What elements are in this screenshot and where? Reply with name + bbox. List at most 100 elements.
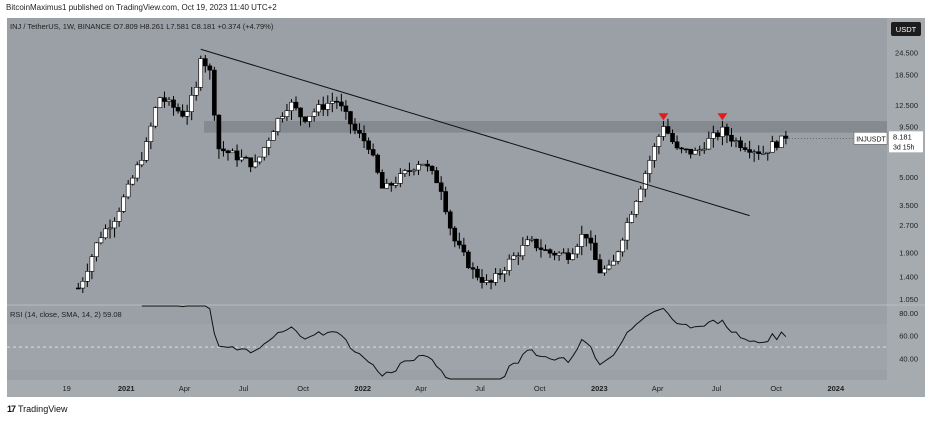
tradingview-footer: 17 TradingView [7,404,68,414]
candle-body [475,268,480,278]
time-tick-label: 2021 [118,384,135,393]
candle-body [293,101,299,109]
candle-body [393,183,399,186]
candle-body [207,65,213,71]
candle-body [547,249,553,254]
candle-body [593,242,598,260]
price-chart[interactable]: 24.50018.50012.5009.5007.2505.0003.5002.… [7,18,925,397]
candle-body [144,141,149,161]
time-tick-label: 2022 [354,384,371,393]
chart-area[interactable]: 24.50018.50012.5009.5007.2505.0003.5002.… [7,18,925,397]
candle-body [679,147,684,150]
candle-body [157,97,163,108]
candle-body [624,222,630,241]
candle-body [443,191,449,213]
rsi-line [141,305,787,380]
time-tick-label: Jul [239,384,249,393]
candle-body [774,141,780,148]
candle-body [130,177,136,185]
time-tick-label: 2024 [827,384,845,393]
candle-body [742,147,748,150]
candle-body [121,196,126,212]
candle-body [407,170,412,172]
candle-body [153,107,158,127]
candle-body [379,172,385,189]
chart-title: INJ / TetherUS, 1W, BINANCE O7.809 H8.26… [10,22,274,31]
candle-body [352,123,358,131]
candle-body [642,173,648,190]
candle-body [597,259,603,274]
candle-body [280,116,285,119]
candle-body [538,247,544,250]
candle-body [711,132,716,139]
candle-body [574,246,580,255]
candle-body [302,116,308,122]
candle-body [361,132,367,142]
candle-body [611,260,616,266]
candle-body [647,160,653,174]
currency-badge [891,22,921,36]
ohlc-values: O7.809 H8.261 L7.581 C8.181 +0.374 (+4.7… [113,22,274,31]
candle-body [670,133,675,143]
rsi-tick-label: 80.00 [899,309,918,318]
time-tick-label: Jul [475,384,485,393]
candle-body [484,280,489,283]
last-price-badge [889,131,923,153]
candle-body [252,161,258,168]
candle-body [411,169,417,172]
candle-body [683,148,689,151]
resistance-rejection-marker [717,113,728,121]
candle-body [416,164,421,171]
candle-body [760,152,766,155]
candle-body [738,140,743,148]
candle-body [570,253,576,260]
candle-body [189,94,194,112]
symbol-badge [853,132,888,145]
candle-body [339,101,344,107]
candle-body [765,151,771,154]
time-tick-label: Apr [415,384,427,393]
candle-body [334,100,340,103]
candle-body [112,221,117,229]
candle-body [661,126,666,137]
rsi-value: 59.08 [103,310,122,319]
candle-body [556,252,562,256]
candle-body [457,240,462,246]
candle-body [311,111,317,117]
candle-body [756,151,761,155]
candle-body [230,150,235,154]
candle-body [330,100,335,104]
candle-body [720,126,725,137]
candle-body [175,107,181,112]
candle-body [733,140,739,143]
candle-body [103,228,108,239]
candle-body [638,188,644,202]
candle-body [479,277,485,283]
candle-body [751,151,757,154]
candle-body [511,255,517,260]
candle-body [402,170,408,174]
candle-body [261,147,267,158]
candle-body [275,118,281,132]
candle-body [665,126,671,134]
price-tick-label: 1.400 [899,273,918,282]
candle-body [724,126,730,136]
candle-body [289,101,294,112]
candle-body [107,227,113,230]
descending-trendline [200,48,750,217]
candle-body [438,182,444,192]
candle-body [588,237,594,244]
candle-body [525,239,530,246]
candle-body [85,271,90,282]
candle-body [779,135,784,148]
candle-body [420,163,426,166]
candle-body [243,156,249,159]
footer-brand: TradingView [18,404,68,414]
candle-body [248,157,253,168]
candle-body [502,270,507,275]
candle-body [701,148,707,151]
candle-body [271,131,276,141]
rsi-tick-label: 60.00 [899,332,918,341]
candle-body [225,150,231,154]
time-tick-label: Oct [534,384,547,393]
